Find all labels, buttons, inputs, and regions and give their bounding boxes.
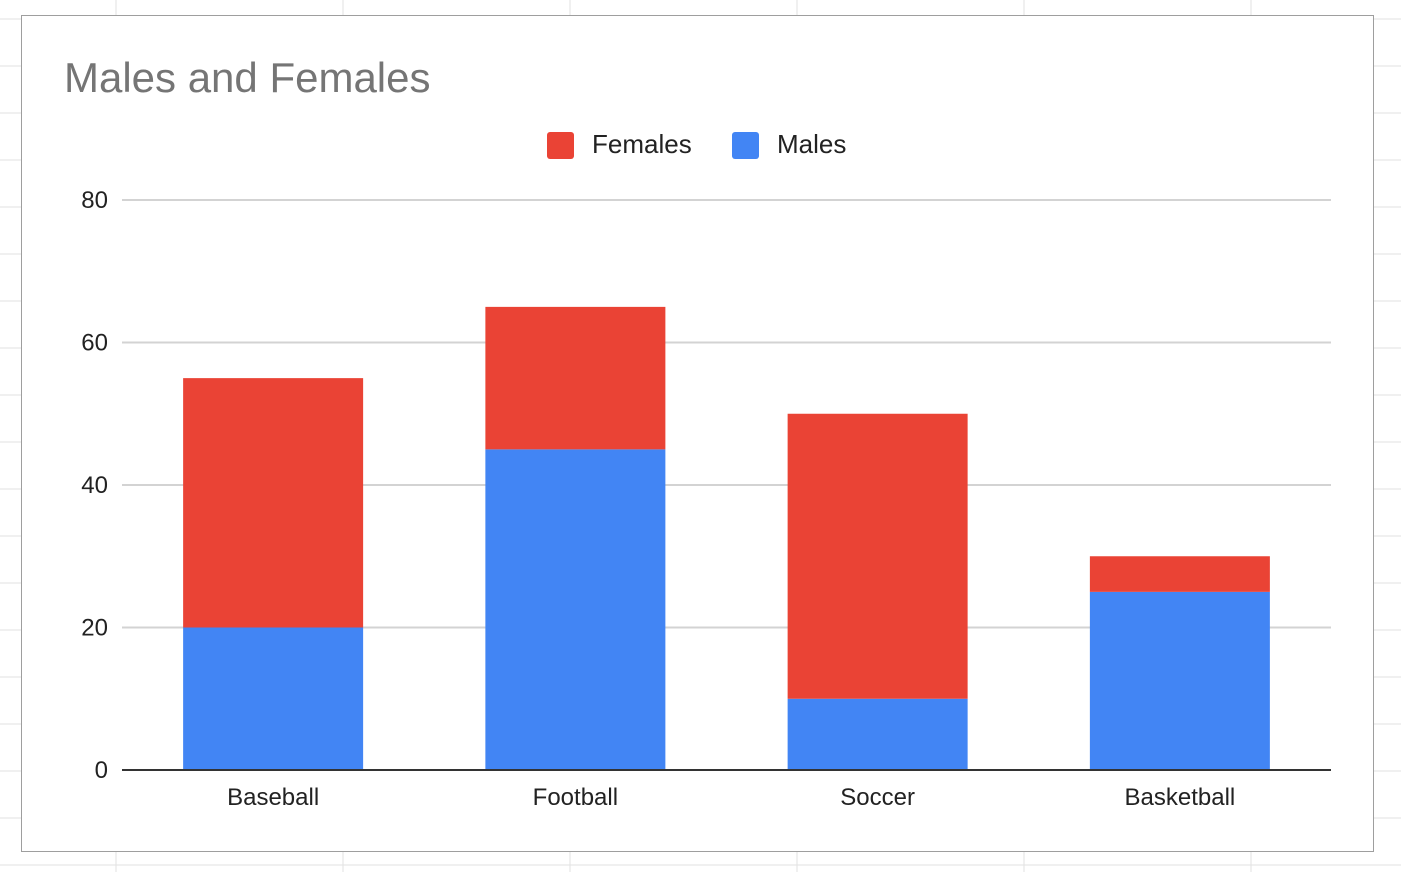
- chart-container[interactable]: Males and Females 0 20 40 60 80 Baseball Footb…: [21, 15, 1374, 852]
- x-tick-label: Baseball: [227, 784, 319, 811]
- y-tick-label: 60: [81, 330, 108, 357]
- y-tick-label: 40: [81, 472, 108, 499]
- bar-females-football[interactable]: [485, 306, 666, 450]
- x-tick-label: Football: [533, 784, 618, 811]
- bar-males-soccer[interactable]: [787, 698, 968, 770]
- y-tick-label: 0: [95, 757, 108, 784]
- bar-females-soccer[interactable]: [787, 413, 968, 699]
- bar-males-baseball[interactable]: [183, 627, 364, 771]
- chart-title: Males and Females: [64, 54, 431, 101]
- legend-label: Females: [592, 129, 692, 159]
- legend-swatch: [732, 132, 759, 159]
- legend-item-females[interactable]: Females: [547, 129, 692, 159]
- legend-item-males[interactable]: Males: [732, 129, 846, 159]
- bar-males-football[interactable]: [485, 449, 666, 770]
- bar-females-basketball[interactable]: [1089, 556, 1270, 592]
- bar-males-basketball[interactable]: [1089, 591, 1270, 770]
- x-tick-label: Soccer: [840, 784, 915, 811]
- legend-label: Males: [777, 129, 846, 159]
- y-tick-label: 20: [81, 615, 108, 642]
- bar-females-baseball[interactable]: [183, 378, 364, 628]
- y-tick-label: 80: [81, 187, 108, 214]
- x-tick-label: Basketball: [1125, 784, 1236, 811]
- legend-swatch: [547, 132, 574, 159]
- stacked-bar-chart: 0 20 40 60 80 Baseball Football Soccer Basketbal…: [81, 129, 1331, 811]
